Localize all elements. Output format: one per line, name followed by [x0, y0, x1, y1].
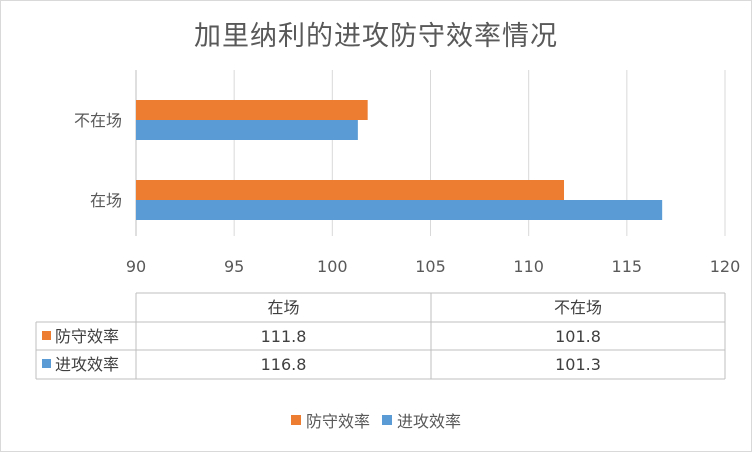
table-cell-0-0: 111.8	[261, 327, 307, 346]
table-swatch-1	[42, 359, 51, 368]
x-tick-label-2: 100	[317, 257, 348, 276]
table-swatch-0	[42, 331, 51, 340]
bar-offense-0	[136, 200, 663, 220]
table-cell-0-1: 101.8	[555, 327, 601, 346]
legend-swatch-defense	[290, 415, 301, 425]
x-tick-label-5: 115	[612, 257, 643, 276]
x-tick-label-0: 90	[126, 257, 146, 276]
legend-item-defense: 防守效率	[290, 408, 370, 432]
table-cell-1-1: 101.3	[555, 355, 601, 374]
table-row-label-1: 进攻效率	[55, 355, 119, 374]
table-cell-1-0: 116.8	[261, 355, 307, 374]
legend-swatch-offense	[382, 415, 392, 425]
bar-offense-1	[136, 120, 358, 140]
chart-title: 加里纳利的进攻防守效率情况	[194, 21, 558, 52]
legend-label-defense: 防守效率	[305, 412, 370, 431]
category-label-0: 在场	[90, 191, 122, 210]
x-tick-label-6: 120	[710, 257, 741, 276]
category-label-1: 不在场	[74, 111, 122, 130]
x-tick-label-4: 110	[513, 257, 544, 276]
legend-item-offense: 进攻效率	[382, 408, 461, 432]
bar-defense-1	[136, 100, 368, 120]
table-header-0: 在场	[267, 298, 299, 317]
x-tick-label-1: 95	[224, 257, 244, 276]
legend-label-offense: 进攻效率	[397, 412, 462, 431]
x-tick-label-3: 105	[415, 257, 446, 276]
legend: 防守效率 进攻效率	[0, 408, 752, 432]
table-row-label-0: 防守效率	[55, 327, 119, 346]
bar-defense-0	[136, 180, 565, 200]
table-header-1: 不在场	[554, 298, 602, 317]
